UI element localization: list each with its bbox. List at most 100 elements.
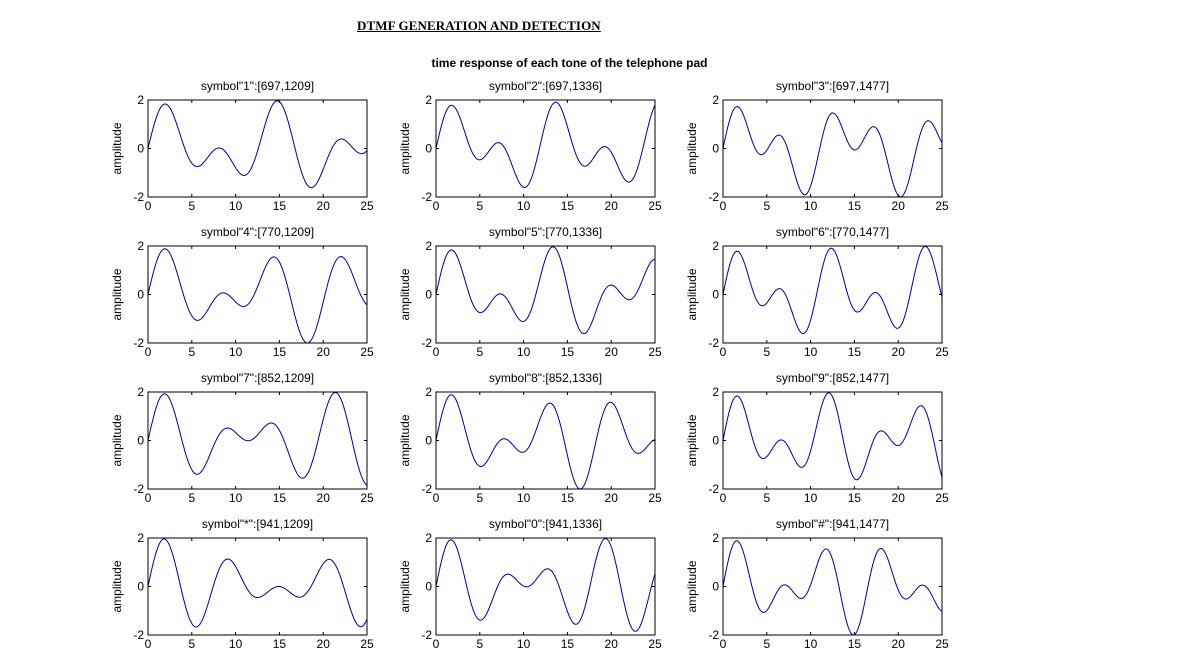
x-tick-label: 15 [561,199,575,213]
subplot-title: symbol"9":[852,1477] [776,371,889,385]
x-tick-label: 10 [517,491,531,505]
y-axis-label: amplitude [398,122,412,174]
subplot-title: symbol"#":[941,1477] [776,517,889,531]
y-axis-label: amplitude [398,414,412,466]
x-tick-label: 25 [935,345,949,359]
y-axis-label: amplitude [110,268,124,320]
x-tick-label: 25 [360,491,374,505]
y-tick-label: 0 [137,434,144,448]
x-tick-label: 20 [892,199,906,213]
x-tick-label: 10 [517,199,531,213]
x-tick-label: 15 [848,199,862,213]
x-tick-label: 25 [935,199,949,213]
x-tick-label: 15 [561,491,575,505]
y-tick-label: -2 [421,336,432,350]
subplot-title: symbol"8":[852,1336] [489,371,602,385]
x-tick-label: 5 [763,199,770,213]
x-tick-label: 0 [145,345,152,359]
signal-line [147,392,368,486]
y-axis-label: amplitude [110,122,124,174]
x-tick-label: 0 [720,199,727,213]
y-tick-label: -2 [133,190,144,204]
subplot-title: symbol"6":[770,1477] [776,225,889,239]
figure-title: DTMF GENERATION AND DETECTION [357,18,601,33]
axes-box [435,99,656,198]
y-tick-label: 0 [425,142,432,156]
x-tick-label: 5 [188,345,195,359]
y-axis-label: amplitude [398,560,412,612]
y-axis-label: amplitude [685,414,699,466]
axes-box [722,99,943,198]
x-tick-label: 10 [804,637,818,651]
y-tick-label: 2 [137,531,144,545]
y-tick-label: 0 [425,288,432,302]
x-tick-label: 25 [360,199,374,213]
signal-line [435,101,656,188]
x-tick-label: 10 [229,345,243,359]
x-tick-label: 25 [648,637,662,651]
x-tick-label: 5 [763,491,770,505]
y-tick-label: 2 [712,385,719,399]
y-tick-label: -2 [708,482,719,496]
signal-line [435,246,656,335]
signal-line [147,248,368,344]
y-tick-label: 0 [712,580,719,594]
x-tick-label: 0 [145,491,152,505]
subplot-title: symbol"5":[770,1336] [489,225,602,239]
x-tick-label: 0 [720,491,727,505]
y-tick-label: 2 [712,239,719,253]
x-tick-label: 0 [720,345,727,359]
x-tick-label: 5 [476,345,483,359]
y-tick-label: 0 [712,142,719,156]
x-tick-label: 5 [763,637,770,651]
signal-line [722,245,943,335]
y-tick-label: 0 [425,434,432,448]
x-tick-label: 15 [561,637,575,651]
subplot-title: symbol"3":[697,1477] [776,79,889,93]
x-tick-label: 15 [848,491,862,505]
y-axis-label: amplitude [398,268,412,320]
y-tick-label: 2 [137,93,144,107]
x-tick-label: 10 [517,637,531,651]
x-tick-label: 5 [476,491,483,505]
x-tick-label: 25 [935,637,949,651]
subplot-title: symbol"4":[770,1209] [201,225,314,239]
y-tick-label: -2 [133,482,144,496]
axes-box [147,245,368,344]
x-tick-label: 5 [188,199,195,213]
y-tick-label: 0 [137,142,144,156]
x-tick-label: 25 [648,491,662,505]
x-tick-label: 5 [188,491,195,505]
subplot-title: symbol"1":[697,1209] [201,79,314,93]
signal-line [722,106,943,198]
x-tick-label: 20 [317,637,331,651]
signal-line [147,538,368,628]
x-tick-label: 15 [561,345,575,359]
x-tick-label: 10 [517,345,531,359]
x-tick-label: 0 [433,637,440,651]
x-tick-label: 20 [317,199,331,213]
y-tick-label: -2 [421,190,432,204]
x-tick-label: 0 [720,637,727,651]
y-tick-label: -2 [708,190,719,204]
y-tick-label: 0 [712,434,719,448]
x-tick-label: 20 [892,491,906,505]
x-tick-label: 15 [273,637,287,651]
signal-line [435,394,656,490]
x-tick-label: 10 [229,637,243,651]
x-tick-label: 0 [433,491,440,505]
x-tick-label: 25 [360,637,374,651]
subplot-title: symbol"0":[941,1336] [489,517,602,531]
x-tick-label: 25 [648,199,662,213]
y-tick-label: -2 [133,628,144,642]
x-tick-label: 20 [317,345,331,359]
figure-subtitle: time response of each tone of the teleph… [431,56,708,70]
x-tick-label: 0 [145,637,152,651]
axes-box [435,537,656,636]
x-tick-label: 0 [433,345,440,359]
